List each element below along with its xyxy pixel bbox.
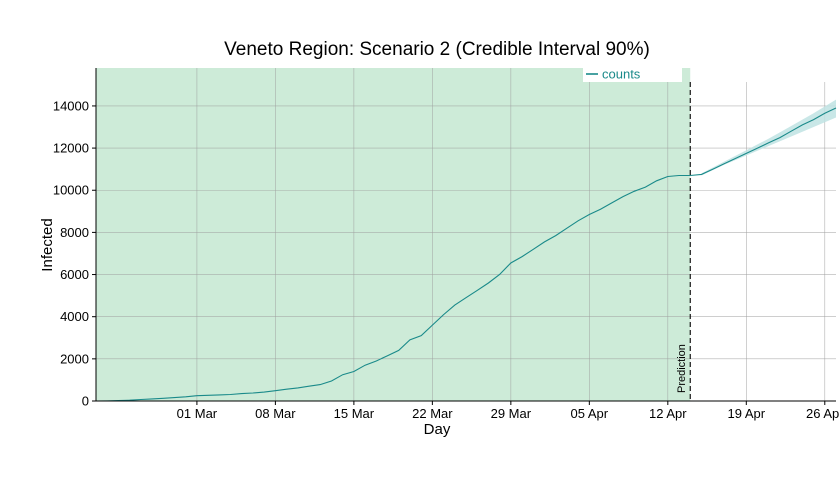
series-layer xyxy=(95,107,837,402)
x-tick-label: 29 Mar xyxy=(491,406,532,421)
series-line-counts xyxy=(95,107,837,402)
axis-layer: 0 2000 4000 6000 8000 10000 12000 14000 01 Mar 08… xyxy=(53,68,840,421)
y-tick-label: 10000 xyxy=(53,183,89,198)
x-tick-label: 15 Mar xyxy=(334,406,375,421)
y-tick-label: 8000 xyxy=(60,225,89,240)
y-tick-label: 2000 xyxy=(60,351,89,366)
x-tick-label: 19 Apr xyxy=(728,406,766,421)
observed-period-layer xyxy=(96,68,691,401)
x-tick-label: 12 Apr xyxy=(649,406,687,421)
credible-interval-band xyxy=(701,99,836,176)
y-tick-label: 4000 xyxy=(60,309,89,324)
x-tick-label: 01 Mar xyxy=(177,406,218,421)
legend: counts xyxy=(583,67,682,82)
observed-period-shading xyxy=(96,68,691,401)
y-axis-title: Infected xyxy=(39,218,56,271)
legend-label-counts: counts xyxy=(602,67,641,82)
y-tick-label: 12000 xyxy=(53,141,89,156)
x-tick-label: 22 Mar xyxy=(412,406,453,421)
y-tick-label: 6000 xyxy=(60,267,89,282)
prediction-label: Prediction xyxy=(676,344,688,393)
y-tick-label: 14000 xyxy=(53,98,89,113)
x-tick-label: 08 Mar xyxy=(255,406,296,421)
credible-interval-layer xyxy=(701,99,836,176)
y-tick-label: 0 xyxy=(82,394,89,409)
grid-layer xyxy=(96,68,836,401)
x-tick-label: 05 Apr xyxy=(571,406,609,421)
x-axis-title: Day xyxy=(424,421,451,438)
chart-title: Veneto Region: Scenario 2 (Credible Inte… xyxy=(224,39,650,60)
x-tick-label: 26 Apr xyxy=(806,406,840,421)
legend-box xyxy=(583,67,682,82)
